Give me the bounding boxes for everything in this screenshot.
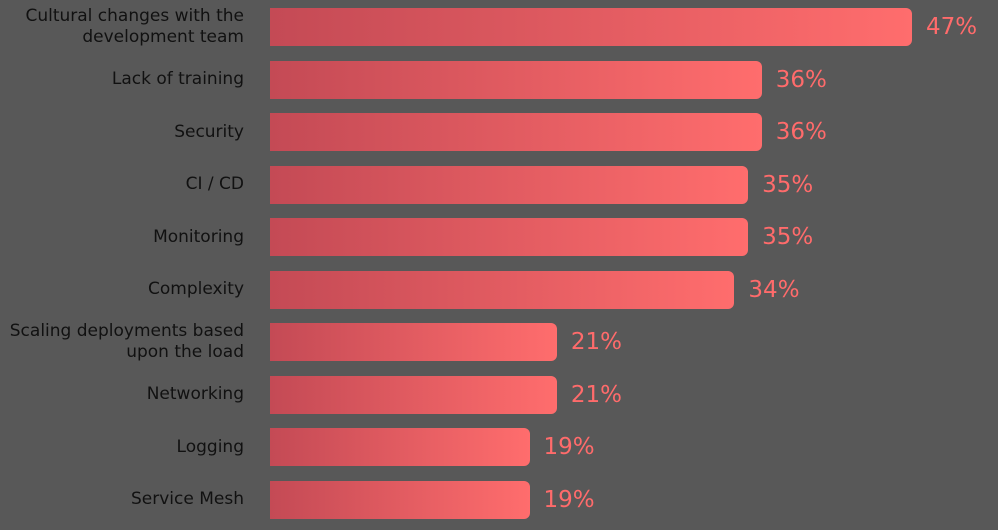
value-label: 36%: [775, 66, 827, 93]
bar: [270, 323, 557, 361]
category-label: Networking: [146, 384, 244, 404]
bar: [270, 270, 735, 309]
category-label: Logging: [176, 436, 244, 457]
value-label: 35%: [762, 171, 814, 198]
category-label: CI / CD: [185, 174, 244, 194]
bar: [270, 218, 749, 256]
bar: [270, 428, 530, 466]
category-label: Cultural changes with the development te…: [25, 6, 244, 47]
category-label: Security: [174, 121, 244, 142]
bar: [270, 8, 912, 46]
bar: [270, 113, 762, 151]
category-label: Scaling deployments based upon the load: [9, 321, 244, 362]
category-label: Service Mesh: [131, 489, 244, 509]
value-label: 36%: [775, 119, 827, 145]
value-label: 19%: [543, 434, 595, 460]
bar: [270, 165, 749, 204]
value-label: 34%: [748, 276, 800, 303]
value-label: 35%: [762, 224, 814, 250]
bar: [270, 60, 762, 99]
bar: [270, 480, 530, 519]
value-label: 19%: [543, 486, 595, 513]
category-label: Lack of training: [111, 69, 244, 89]
value-label: 21%: [570, 381, 622, 408]
category-label: Monitoring: [153, 226, 244, 247]
bar: [270, 375, 557, 414]
value-label: 21%: [570, 329, 622, 355]
category-label: Complexity: [147, 279, 244, 299]
value-label: 47%: [926, 14, 978, 40]
